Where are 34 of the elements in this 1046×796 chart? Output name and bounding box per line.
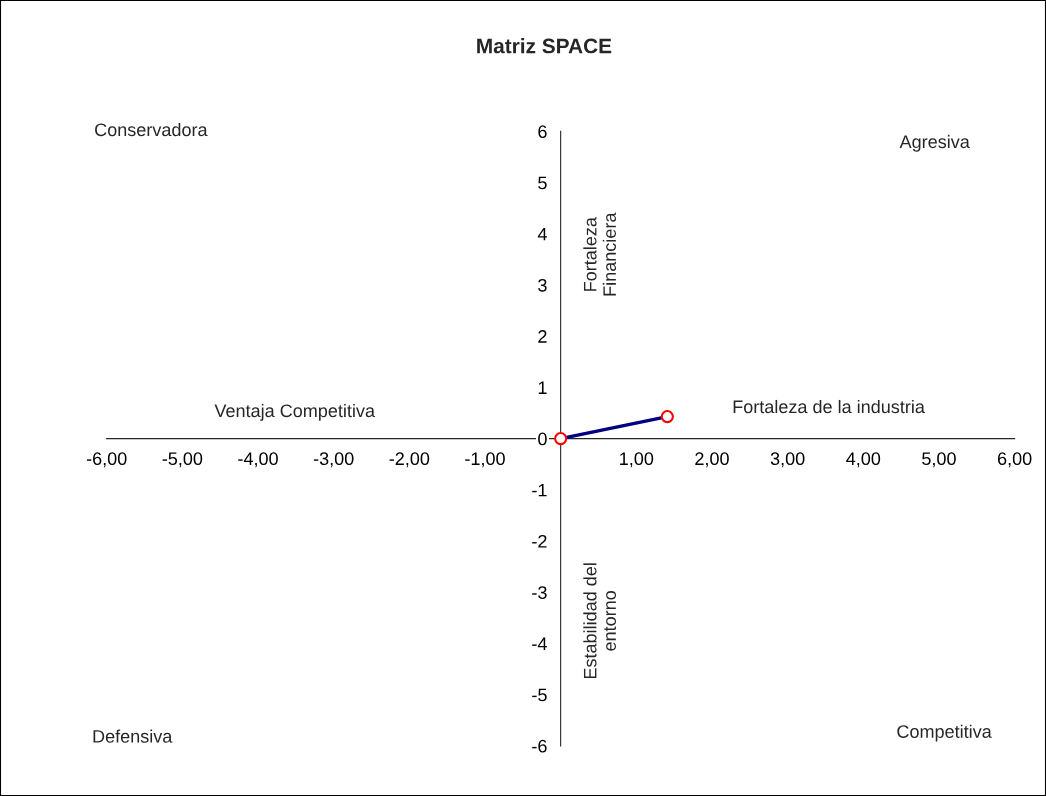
x-tick-label: 4,00: [846, 452, 881, 468]
chart-title: Matriz SPACE: [477, 38, 612, 54]
annotation: Conservadora: [95, 122, 208, 137]
x-tick-label: 2,00: [695, 452, 729, 468]
x-tick-label: -6,00: [86, 452, 127, 468]
y-tick-label: -6: [532, 739, 547, 753]
x-tick-label: -1,00: [465, 452, 505, 468]
x-tick-label: 1,00: [620, 452, 654, 468]
y-tick-label: -4: [532, 637, 547, 650]
y-tick-label: -5: [532, 688, 547, 702]
x-tick-label: -2,00: [389, 452, 430, 468]
y-tick-label: 4: [537, 227, 547, 241]
y-tick-label: -3: [532, 586, 547, 599]
annotation: Estabilidad del entorno: [583, 563, 617, 679]
x-tick-label: 6,00: [997, 452, 1032, 468]
y-tick-label: 6: [538, 125, 547, 139]
y-tick-label: 2: [538, 330, 547, 343]
y-tick-label: -2: [532, 534, 547, 548]
annotation: Competitiva: [897, 724, 992, 742]
x-tick-label: -3,00: [313, 452, 354, 468]
x-tick-label: 5,00: [922, 452, 956, 468]
y-tick-label: 5: [538, 176, 547, 190]
x-tick-label: 3,00: [770, 452, 805, 468]
annotation: Ventaja Competitiva: [214, 403, 376, 421]
y-tick-label: 1: [538, 381, 547, 394]
x-tick-label: -5,00: [162, 452, 203, 468]
x-tick-label: -4,00: [238, 452, 278, 468]
annotation: Defensiva: [93, 729, 173, 743]
y-tick-label: 3: [538, 278, 547, 292]
y-tick-label: 0: [538, 432, 547, 446]
y-tick-label: -1: [532, 483, 547, 497]
annotation: Fortaleza Financiera: [583, 212, 617, 296]
annotation: Agresiva: [899, 134, 970, 152]
annotation: Fortaleza de la industria: [733, 399, 925, 414]
